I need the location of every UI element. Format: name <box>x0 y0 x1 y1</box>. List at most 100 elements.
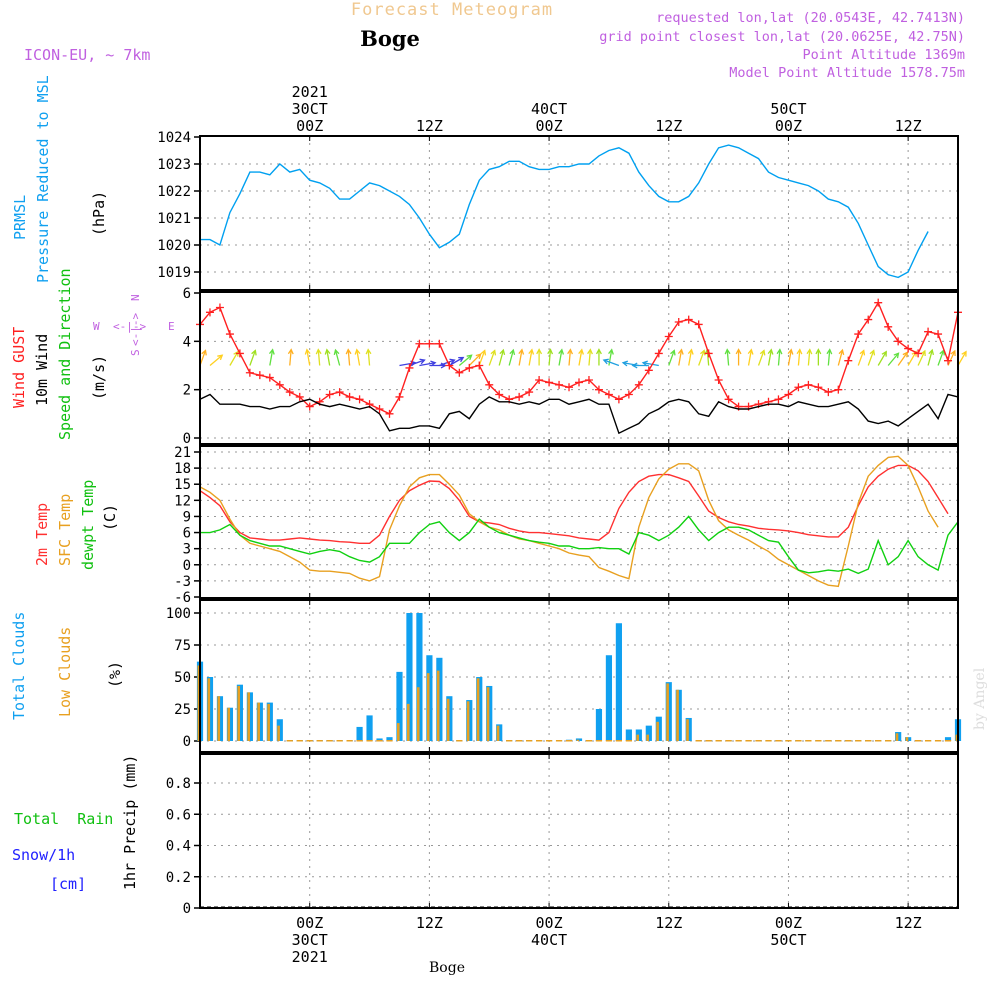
cloud-bar-zero <box>855 740 862 742</box>
wind-arrow-head <box>687 348 694 355</box>
gust-marker <box>904 344 913 353</box>
cloud-bar-zero <box>785 740 792 742</box>
low-cloud-bar <box>676 689 679 741</box>
top-axis-label: 00Z <box>296 117 323 135</box>
pressure-unit: (hPa) <box>90 191 108 236</box>
wind10-label: 10m Wind <box>33 334 51 406</box>
gust-marker <box>435 339 444 348</box>
bottom-axis-label: 50CT <box>770 931 806 949</box>
wind-arrow-head <box>251 349 257 356</box>
wind-arrow-head <box>480 349 487 356</box>
t2m-label: 2m Temp <box>33 503 51 566</box>
wind-arrow <box>698 350 705 366</box>
wind-arrow <box>807 349 811 366</box>
watermark: by Angel <box>972 667 988 730</box>
low-cloud-bar <box>257 702 260 741</box>
sfc-temp-label: SFC Temp <box>56 494 74 566</box>
cloud-bar-zero <box>316 740 323 742</box>
wind-arrow-head <box>304 348 311 355</box>
wind-arrow <box>347 349 351 366</box>
gust-marker <box>405 363 414 372</box>
gust-marker <box>225 330 234 339</box>
wind-arrow <box>367 349 371 366</box>
y-tick-label: 50 <box>174 670 191 686</box>
wind-arrow <box>887 352 899 366</box>
cloud-bar-zero <box>695 740 702 742</box>
wind-arrow-head <box>567 348 574 355</box>
panel-frame-temperature <box>199 445 959 599</box>
wind-arrow-head <box>869 349 876 356</box>
precip-axis-label: 1hr Precip (mm) <box>121 755 139 890</box>
wind-arrow <box>706 349 710 366</box>
location-title: Boge <box>360 26 420 51</box>
cloud-bar-zero <box>735 740 742 742</box>
wind-arrow-head <box>806 348 813 355</box>
cloud-bar-zero <box>825 740 832 742</box>
low-cloud-bar <box>496 725 500 741</box>
bottom-axis-label: 12Z <box>895 914 922 932</box>
compass-vertical-arrow: <-|-> <box>129 313 142 346</box>
gust-marker <box>614 395 623 404</box>
cloud-bar-zero <box>376 740 383 742</box>
cloud-bar-zero <box>306 740 313 742</box>
cloud-bar-zero <box>934 740 942 742</box>
wind-arrow-head <box>838 348 845 356</box>
wind-arrow-head <box>233 350 239 357</box>
cloud-bar-zero <box>765 740 772 742</box>
low-cloud-bar <box>247 692 250 741</box>
total-cloud-bar <box>595 709 603 741</box>
gust-marker <box>445 361 454 370</box>
total-cloud-bar <box>944 737 952 741</box>
wind-arrow-head <box>859 349 866 356</box>
wind-arrow <box>334 349 341 366</box>
y-tick-label: 21 <box>174 445 191 461</box>
wind-arrow-head <box>911 350 917 357</box>
gust-marker <box>694 320 703 329</box>
gust-marker <box>575 378 583 387</box>
top-axis-label: 00Z <box>775 117 802 135</box>
low-cloud-bar <box>905 737 909 741</box>
wind-arrow <box>568 349 572 366</box>
low-cloud-bar <box>666 683 669 741</box>
cloud-bar-zero <box>296 740 303 742</box>
cloud-bar-zero <box>705 740 712 742</box>
wind-arrow <box>608 349 613 366</box>
chart-title: Forecast Meteogram <box>351 0 553 20</box>
model-altitude: Model Point Altitude 1578.75m <box>729 65 965 81</box>
low-cloud-bar <box>436 670 440 741</box>
cloud-bar-zero <box>835 740 842 742</box>
gust-marker <box>335 388 344 397</box>
y-tick-label: 0 <box>183 431 191 447</box>
y-tick-label: 0.6 <box>166 807 191 823</box>
wind-arrow-head <box>928 348 935 356</box>
wind-arrow <box>498 349 504 366</box>
cloud-bar-zero <box>565 740 573 742</box>
y-tick-label: 6 <box>183 526 191 542</box>
low-cloud-bar <box>426 673 430 741</box>
y-tick-label: 2 <box>183 383 191 399</box>
wind-arrow <box>797 349 801 366</box>
wind-arrow-head <box>324 348 331 355</box>
y-tick-label: 0.4 <box>166 839 191 855</box>
gust-marker <box>265 373 274 382</box>
y-tick-label: 100 <box>166 606 191 622</box>
wind-arrow-head <box>759 349 766 356</box>
wind-arrow-head <box>466 354 473 361</box>
y-tick-label: 0 <box>183 734 191 750</box>
snow-label: Snow/1h <box>12 846 75 864</box>
y-tick-label: 6 <box>183 286 191 302</box>
gust-marker <box>355 395 364 404</box>
gust-marker <box>584 376 593 384</box>
cloud-bar-zero <box>924 740 932 742</box>
wind-arrow <box>937 350 945 366</box>
top-axis-label: 00Z <box>536 117 563 135</box>
wind-arrow <box>518 349 523 366</box>
wind-arrow <box>678 349 683 366</box>
gust-marker <box>345 392 354 401</box>
wind-arrow-head <box>670 349 676 356</box>
precip-labels: Total Rain Snow/1h [cm] 1hr Precip (mm) <box>12 755 139 893</box>
bottom-location-label: Boge <box>429 960 465 976</box>
y-tick-label: 1023 <box>157 157 191 173</box>
y-tick-label: 9 <box>183 509 191 525</box>
